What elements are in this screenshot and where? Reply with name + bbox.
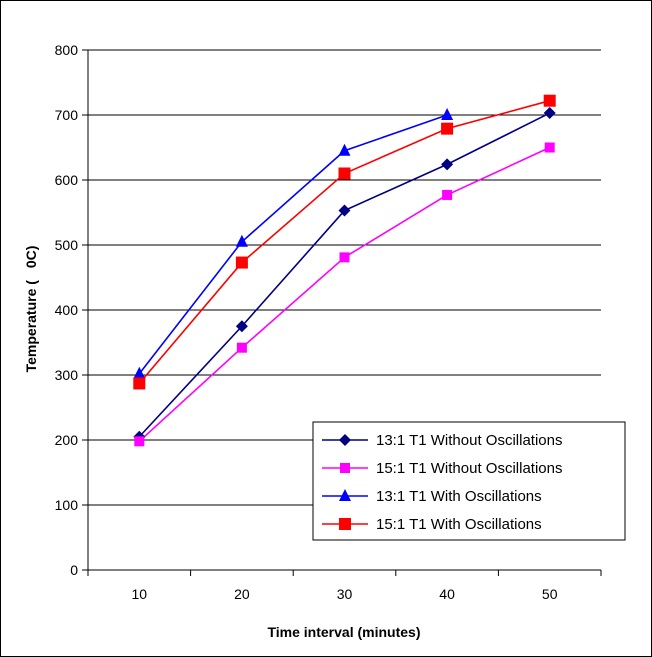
marker-square: [543, 94, 556, 107]
marker-square: [441, 122, 454, 135]
marker-square: [544, 142, 555, 153]
series-markers: [133, 94, 556, 447]
marker-triangle: [235, 234, 248, 247]
x-tick-label: 40: [439, 586, 455, 602]
x-tick-label: 10: [132, 586, 148, 602]
marker-triangle: [339, 489, 351, 501]
x-tick-label: 30: [337, 586, 353, 602]
x-tick-label: 50: [542, 586, 558, 602]
legend-label: 15:1 T1 Without Oscillations: [376, 460, 562, 477]
legend-label: 15:1 T1 With Oscillations: [376, 516, 542, 533]
y-tick-labels: 0 100 200 300 400 500 600 700 800: [55, 42, 79, 578]
marker-square: [133, 377, 146, 390]
marker-square: [338, 167, 351, 180]
y-tick-label: 700: [55, 107, 79, 123]
marker-triangle: [338, 143, 351, 156]
legend: 13:1 T1 Without Oscillations 15:1 T1 With…: [312, 421, 626, 541]
marker-diamond: [543, 107, 556, 120]
y-tick-label: 600: [55, 172, 79, 188]
marker-diamond: [338, 204, 351, 217]
series-line-3: [138, 114, 448, 375]
marker-diamond: [441, 158, 454, 171]
axes: [82, 49, 602, 576]
marker-diamond: [339, 434, 351, 446]
y-tick-label: 400: [55, 302, 79, 318]
y-axis-title: Temperature ( 0C): [23, 246, 39, 373]
marker-square: [442, 189, 453, 200]
marker-square: [339, 252, 350, 263]
legend-label: 13:1 T1 Without Oscillations: [376, 432, 562, 449]
y-tick-label: 500: [55, 237, 79, 253]
x-tick-labels: 10 20 30 40 50: [132, 586, 558, 602]
x-axis-title: Time interval (minutes): [267, 624, 420, 640]
marker-diamond: [235, 320, 248, 333]
series-line-1: [138, 112, 551, 438]
y-tick-label: 800: [55, 42, 79, 58]
marker-square: [340, 463, 350, 473]
marker-square: [134, 436, 145, 447]
y-axis-title-unit: 0C): [23, 246, 39, 269]
marker-square: [235, 256, 248, 269]
y-tick-label: 200: [55, 432, 79, 448]
marker-triangle: [133, 366, 146, 379]
y-axis-title-main: Temperature (: [23, 280, 39, 373]
y-tick-label: 100: [55, 497, 79, 513]
legend-label: 13:1 T1 With Oscillations: [376, 488, 542, 505]
marker-triangle: [441, 108, 454, 120]
y-tick-label: 0: [70, 562, 78, 578]
marker-square: [236, 342, 247, 353]
y-tick-label: 300: [55, 367, 79, 383]
marker-square: [339, 518, 351, 530]
legend-box: [312, 421, 626, 541]
x-tick-label: 20: [234, 586, 250, 602]
